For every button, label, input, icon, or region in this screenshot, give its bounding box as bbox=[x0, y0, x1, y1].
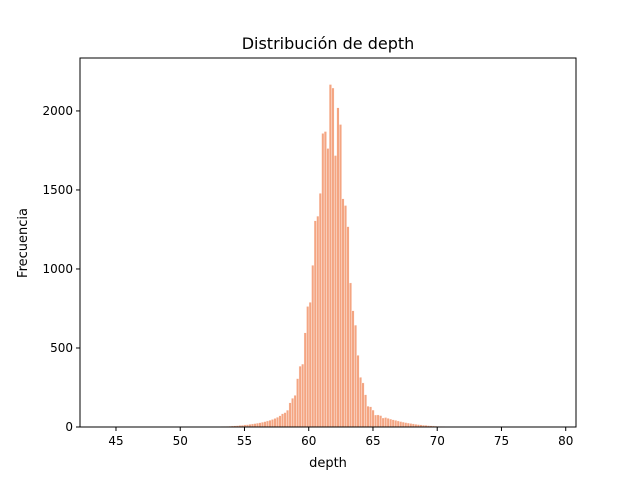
histogram-bar bbox=[296, 378, 300, 428]
histogram-bar bbox=[313, 220, 317, 428]
x-tick-label: 50 bbox=[173, 434, 188, 448]
histogram-bar bbox=[376, 414, 380, 428]
histogram-bar bbox=[374, 414, 378, 428]
histogram-bar bbox=[338, 124, 342, 428]
histogram-bar bbox=[384, 417, 388, 428]
histogram-bar bbox=[258, 422, 262, 428]
histogram-bar bbox=[276, 417, 280, 428]
histogram-bar bbox=[344, 205, 347, 428]
histogram-bar bbox=[341, 198, 345, 428]
plot-frame bbox=[79, 57, 577, 428]
histogram-bar bbox=[381, 417, 385, 428]
histogram-bar bbox=[293, 395, 297, 428]
histogram-bar bbox=[273, 418, 277, 428]
histogram-bar bbox=[291, 398, 295, 428]
histogram-bar bbox=[364, 394, 368, 428]
histogram-bar bbox=[346, 226, 350, 428]
y-tick-label: 1500 bbox=[42, 183, 73, 197]
histogram-bar bbox=[351, 310, 355, 428]
histogram-bar bbox=[331, 87, 335, 428]
x-axis-ticks: 45 50 55 60 65 70 75 80 bbox=[108, 427, 573, 448]
histogram-bar bbox=[394, 420, 398, 428]
histogram-bar bbox=[261, 421, 264, 428]
y-tick-label: 1000 bbox=[42, 262, 73, 276]
histogram-bar bbox=[301, 363, 305, 428]
histogram-bar bbox=[359, 377, 362, 428]
histogram-bar bbox=[281, 413, 285, 428]
histogram-bar bbox=[349, 282, 352, 428]
histogram-bar bbox=[308, 302, 312, 428]
x-axis-label: depth bbox=[309, 456, 347, 471]
histogram-bar bbox=[278, 415, 282, 428]
histogram-bar bbox=[404, 422, 408, 428]
histogram-bar bbox=[283, 412, 287, 428]
y-axis-ticks: 0 500 1000 1500 2000 bbox=[42, 104, 80, 434]
histogram-bar bbox=[356, 355, 360, 428]
chart-title: Distribución de depth bbox=[242, 34, 415, 53]
histogram-bar bbox=[323, 131, 327, 428]
histogram-bar bbox=[286, 409, 290, 428]
histogram-bar bbox=[298, 365, 302, 428]
histogram-bar bbox=[369, 406, 373, 428]
histogram-bar bbox=[371, 409, 375, 428]
x-tick-label: 75 bbox=[494, 434, 509, 448]
histogram-bar bbox=[333, 155, 337, 428]
x-tick-label: 65 bbox=[365, 434, 380, 448]
histogram-bar bbox=[326, 148, 330, 428]
histogram-bar bbox=[328, 84, 332, 428]
histogram-bar bbox=[318, 193, 322, 428]
histogram-bar bbox=[316, 215, 320, 428]
histogram-bar bbox=[366, 405, 370, 428]
histogram-bar bbox=[256, 422, 259, 428]
x-tick-label: 45 bbox=[108, 434, 123, 448]
histogram-bar bbox=[361, 382, 365, 428]
histogram-bar bbox=[391, 419, 395, 428]
y-tick-label: 0 bbox=[65, 420, 73, 434]
histogram-bar bbox=[253, 423, 257, 428]
histogram-bar bbox=[379, 415, 383, 428]
histogram-bar bbox=[288, 402, 292, 428]
histogram-bar bbox=[268, 420, 272, 428]
histogram-bar bbox=[386, 418, 390, 428]
histogram-bar bbox=[336, 107, 340, 428]
histogram-bar bbox=[321, 133, 325, 428]
y-axis-label: Frecuencia bbox=[16, 208, 31, 278]
x-tick-label: 55 bbox=[237, 434, 252, 448]
histogram-bar bbox=[406, 422, 410, 428]
histogram-bar bbox=[271, 419, 274, 428]
histogram-bar bbox=[399, 421, 403, 428]
histogram-bar bbox=[303, 332, 307, 428]
histogram-bar bbox=[311, 265, 315, 428]
histogram-bar bbox=[396, 420, 400, 428]
y-tick-label: 2000 bbox=[42, 104, 73, 118]
histogram-bar bbox=[263, 421, 267, 428]
histogram-bar bbox=[409, 423, 413, 428]
histogram-bar bbox=[306, 306, 310, 428]
x-tick-label: 70 bbox=[430, 434, 445, 448]
histogram-bar bbox=[389, 418, 393, 428]
histogram-bar bbox=[266, 420, 269, 428]
x-tick-label: 60 bbox=[301, 434, 316, 448]
x-tick-label: 80 bbox=[558, 434, 573, 448]
histogram-bar bbox=[401, 421, 405, 428]
y-tick-label: 500 bbox=[50, 341, 73, 355]
histogram-bar bbox=[354, 324, 357, 428]
